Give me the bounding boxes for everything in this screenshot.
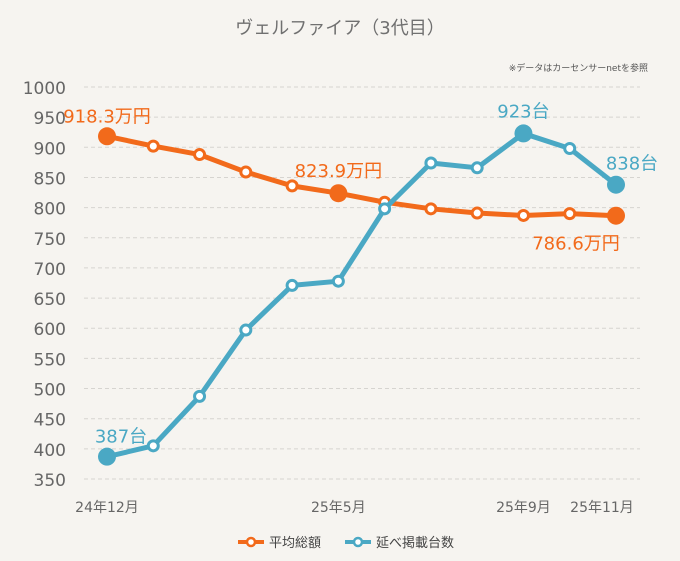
- data-label: 786.6万円: [532, 234, 620, 255]
- y-tick-label: 350: [34, 471, 66, 491]
- series-line-0: [106, 133, 617, 219]
- y-tick-label: 600: [34, 320, 66, 340]
- data-point: [146, 439, 160, 453]
- data-label: 923台: [497, 101, 549, 122]
- y-tick-label: 500: [34, 381, 66, 401]
- data-point: [331, 274, 345, 288]
- data-point: [378, 202, 392, 216]
- data-point-highlight: [607, 175, 625, 194]
- y-tick-label: 800: [34, 200, 66, 220]
- data-point: [516, 208, 530, 222]
- data-point: [563, 207, 577, 221]
- y-tick-label: 400: [34, 441, 66, 461]
- y-tick-label: 450: [34, 411, 66, 431]
- y-tick-label: 550: [34, 350, 66, 370]
- legend-label: 平均総額: [269, 536, 321, 551]
- y-tick-label: 950: [34, 109, 66, 129]
- data-label: 387台: [95, 427, 147, 448]
- x-tick-label: 25年5月: [311, 500, 366, 516]
- data-label: 838台: [606, 154, 658, 175]
- y-tick-label: 750: [34, 230, 66, 250]
- data-point: [285, 179, 299, 193]
- y-tick-label: 650: [34, 290, 66, 310]
- y-tick-label: 900: [34, 139, 66, 159]
- data-point: [193, 148, 207, 162]
- chart-title: ヴェルファイア（3代目）: [235, 18, 444, 39]
- data-point: [239, 165, 253, 179]
- x-tick-label: 24年12月: [75, 500, 139, 516]
- x-tick-label: 25年9月: [496, 500, 551, 516]
- y-tick-label: 700: [34, 260, 66, 280]
- data-point: [239, 323, 253, 337]
- data-point: [563, 142, 577, 156]
- data-label: 823.9万円: [295, 161, 383, 182]
- data-point-highlight: [98, 447, 116, 466]
- data-point-highlight: [607, 206, 625, 225]
- source-note: ※データはカーセンサーnetを参照: [509, 62, 648, 74]
- data-point: [146, 139, 160, 153]
- legend-marker-1: [352, 536, 364, 548]
- data-point: [424, 202, 438, 216]
- y-tick-label: 1000: [23, 79, 66, 99]
- data-point: [285, 278, 299, 292]
- data-point: [470, 161, 484, 175]
- x-tick-label: 25年11月: [570, 500, 634, 516]
- y-tick-label: 850: [34, 169, 66, 189]
- data-label: 918.3万円: [63, 106, 151, 127]
- legend-marker-0: [245, 536, 257, 548]
- data-point: [193, 389, 207, 403]
- legend-label: 延べ掲載台数: [376, 535, 454, 551]
- data-point-highlight: [98, 127, 116, 146]
- data-point: [470, 206, 484, 220]
- data-point-highlight: [514, 124, 533, 143]
- data-point: [424, 156, 438, 170]
- data-point-highlight: [329, 184, 348, 203]
